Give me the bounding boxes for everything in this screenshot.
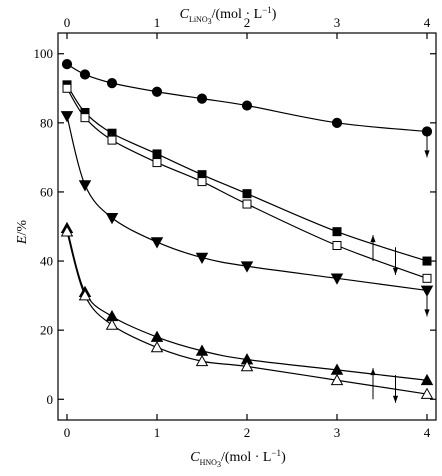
data-point-square: [332, 227, 342, 237]
data-point-triangle-down: [195, 252, 209, 265]
data-point-circle: [196, 93, 208, 104]
data-point-circle: [331, 117, 343, 128]
data-point-triangle-up: [60, 225, 74, 237]
arrow-head: [424, 309, 430, 317]
data-point-square: [62, 83, 72, 93]
arrow-head: [370, 235, 376, 243]
data-point-triangle-up: [195, 354, 209, 367]
y-tick-label: 20: [40, 323, 53, 338]
data-point-circle: [61, 58, 73, 70]
data-point-square: [332, 241, 342, 251]
data-point-triangle-up: [420, 373, 434, 386]
data-point-square: [242, 189, 252, 199]
x-tick-label-top: 4: [424, 15, 431, 30]
data-point-triangle-down: [78, 180, 92, 192]
data-point-triangle-up: [420, 387, 434, 399]
x-tick-label-bottom: 1: [154, 425, 161, 440]
data-point-square: [197, 177, 207, 187]
data-point-circle: [79, 69, 91, 80]
data-point-square: [152, 158, 162, 168]
y-tick-label: 100: [34, 46, 54, 61]
data-point-square: [242, 199, 252, 209]
data-point-circle: [106, 78, 118, 89]
data-point-triangle-up: [150, 341, 164, 353]
arrow-head: [370, 368, 376, 376]
data-point-triangle-up: [78, 289, 92, 301]
series-curve-2: [66, 84, 428, 262]
data-point-triangle-down: [240, 261, 254, 273]
x-tick-label-bottom: 2: [244, 425, 251, 440]
markers-group: [60, 58, 434, 399]
data-point-square: [80, 113, 90, 123]
series-curve-1: [66, 63, 428, 133]
data-point-triangle-down: [420, 285, 434, 297]
bottom-axis-title: CHNO3/(mol · L−1): [190, 448, 286, 469]
data-point-square: [152, 149, 162, 159]
data-point-triangle-up: [150, 330, 164, 342]
data-point-circle: [151, 86, 163, 97]
x-tick-label-bottom: 3: [334, 425, 341, 440]
y-axis-title: E/%: [15, 220, 30, 245]
x-tick-label-top: 0: [64, 15, 71, 30]
x-tick-label-top: 3: [334, 15, 341, 30]
arrows-group: [370, 133, 430, 403]
arrow-head: [392, 395, 399, 403]
data-point-square: [107, 135, 117, 145]
x-tick-label-bottom: 0: [64, 425, 71, 440]
arrow-head: [392, 267, 399, 275]
data-point-triangle-down: [330, 273, 344, 285]
y-tick-label: 60: [40, 184, 53, 199]
y-tick-label: 0: [47, 392, 54, 407]
data-point-triangle-up: [105, 318, 119, 330]
x-tick-label-top: 1: [154, 15, 161, 30]
data-point-square: [422, 273, 432, 283]
data-point-triangle-down: [105, 213, 119, 225]
data-point-triangle-down: [60, 111, 74, 123]
data-point-triangle-up: [330, 373, 344, 386]
data-point-circle: [241, 100, 253, 111]
y-tick-label: 40: [40, 254, 53, 269]
x-tick-label-top: 2: [244, 15, 251, 30]
top-axis-title: CLiNO3/(mol · L−1): [180, 5, 277, 26]
data-point-triangle-up: [240, 360, 254, 372]
data-point-square: [422, 256, 432, 266]
curves-group: [66, 63, 428, 395]
data-point-triangle-down: [150, 237, 164, 249]
x-tick-label-bottom: 4: [424, 425, 431, 440]
y-tick-label: 80: [40, 115, 53, 130]
arrow-head: [424, 150, 430, 158]
